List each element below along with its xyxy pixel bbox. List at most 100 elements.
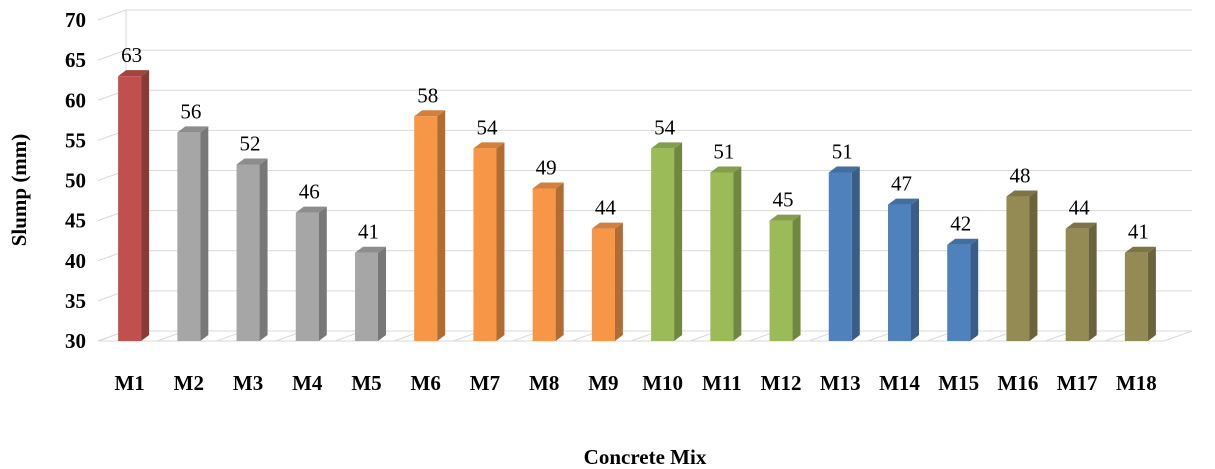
y-tick-label: 40 bbox=[65, 249, 86, 273]
data-label: 49 bbox=[536, 156, 557, 180]
bar-top bbox=[888, 198, 919, 205]
x-category-label: M1 bbox=[114, 371, 144, 395]
bars bbox=[118, 70, 1156, 342]
bar-top bbox=[177, 126, 209, 133]
bar-front bbox=[177, 132, 201, 341]
y-axis-title: Slump (mm) bbox=[7, 134, 31, 247]
bar-M12 bbox=[769, 214, 801, 341]
data-labels: 63 56 52 46 41 58 54 49 44 54 51 45 51 47 42 48 44 41 bbox=[121, 43, 1149, 244]
bar-front bbox=[591, 228, 615, 341]
bar-side bbox=[200, 126, 209, 341]
y-tick-label: 45 bbox=[65, 209, 86, 233]
bar-side bbox=[733, 166, 742, 341]
data-label: 51 bbox=[713, 139, 734, 163]
bar-top bbox=[947, 238, 979, 245]
data-label: 44 bbox=[1069, 196, 1091, 220]
bar-side bbox=[1147, 246, 1156, 341]
bar-side bbox=[1088, 222, 1097, 341]
x-category-label: M18 bbox=[1116, 371, 1157, 395]
bar-side bbox=[141, 70, 150, 342]
bar-M13 bbox=[828, 166, 860, 341]
bar-M1 bbox=[118, 70, 150, 342]
y-tick-label: 70 bbox=[65, 8, 86, 32]
bar-top bbox=[651, 142, 683, 149]
bar-front bbox=[769, 220, 793, 341]
bar-top bbox=[118, 70, 150, 77]
data-label: 41 bbox=[358, 220, 379, 244]
x-category-label: M11 bbox=[702, 371, 742, 395]
x-category-label: M14 bbox=[879, 371, 920, 395]
bar-front bbox=[118, 76, 142, 342]
bar-side bbox=[437, 110, 446, 341]
data-label: 63 bbox=[121, 43, 142, 67]
bar-M17 bbox=[1065, 222, 1097, 341]
bar-front bbox=[295, 212, 319, 341]
x-category-label: M15 bbox=[938, 371, 979, 395]
bar-side bbox=[911, 198, 919, 341]
data-label: 54 bbox=[654, 115, 676, 139]
bar-top bbox=[236, 158, 268, 165]
bar-top bbox=[769, 214, 801, 221]
bar-top bbox=[1006, 190, 1038, 197]
bar-M4 bbox=[295, 206, 327, 341]
bar-M15 bbox=[947, 238, 979, 341]
data-label: 46 bbox=[299, 180, 320, 204]
bar-M16 bbox=[1006, 190, 1038, 341]
bar-M18 bbox=[1124, 246, 1156, 341]
bar-front bbox=[355, 252, 378, 341]
bar-M10 bbox=[651, 142, 683, 341]
bar-side bbox=[496, 142, 505, 341]
bar-M2 bbox=[177, 126, 209, 341]
x-axis-title: Concrete Mix bbox=[584, 445, 707, 469]
bar-front bbox=[473, 148, 497, 341]
bar-front bbox=[1006, 196, 1030, 341]
y-tick-label: 60 bbox=[65, 88, 86, 112]
data-label: 56 bbox=[180, 99, 201, 123]
bar-M9 bbox=[591, 222, 623, 341]
bar-side bbox=[1029, 190, 1038, 341]
bar-front bbox=[710, 172, 734, 341]
data-label: 47 bbox=[891, 172, 912, 196]
x-category-label: M7 bbox=[470, 371, 500, 395]
x-category-label: M9 bbox=[588, 371, 618, 395]
bar-top bbox=[1124, 246, 1156, 253]
bar-side bbox=[851, 166, 860, 341]
bar-front bbox=[651, 148, 675, 341]
data-label: 48 bbox=[1009, 164, 1030, 188]
data-label: 42 bbox=[950, 212, 971, 236]
bar-side bbox=[555, 182, 564, 341]
x-category-label: M5 bbox=[351, 371, 381, 395]
data-label: 52 bbox=[240, 131, 261, 155]
bar-M3 bbox=[236, 158, 268, 341]
data-label: 54 bbox=[476, 115, 498, 139]
bar-top bbox=[295, 206, 327, 213]
data-label: 58 bbox=[417, 83, 438, 107]
bar-top bbox=[828, 166, 860, 173]
bar-front bbox=[888, 204, 911, 341]
data-label: 51 bbox=[832, 139, 853, 163]
y-tick-label: 55 bbox=[65, 128, 86, 152]
bar-side bbox=[792, 214, 801, 341]
bar-top bbox=[591, 222, 623, 229]
bar-side bbox=[614, 222, 623, 341]
x-category-label: M6 bbox=[411, 371, 441, 395]
bar-top bbox=[414, 110, 446, 117]
data-label: 41 bbox=[1128, 220, 1149, 244]
bar-top bbox=[355, 246, 386, 253]
x-category-label: M8 bbox=[529, 371, 559, 395]
x-category-label: M17 bbox=[1057, 371, 1098, 395]
bar-top bbox=[710, 166, 742, 173]
bar-side bbox=[970, 238, 979, 341]
bar-side bbox=[378, 246, 386, 341]
x-axis-categories: M1 M2 M3 M4 M5 M6 M7 M8 M9 M10 M11 M12 M13 M14 M15 M16 M… bbox=[114, 371, 1156, 395]
x-category-label: M10 bbox=[642, 371, 683, 395]
x-category-label: M3 bbox=[233, 371, 263, 395]
bar-front bbox=[236, 164, 260, 341]
bar-top bbox=[532, 182, 564, 189]
y-tick-label: 30 bbox=[65, 329, 86, 353]
bar-front bbox=[1124, 252, 1148, 341]
data-label: 45 bbox=[773, 188, 794, 212]
bar-side bbox=[674, 142, 683, 341]
bar-front bbox=[532, 188, 556, 341]
